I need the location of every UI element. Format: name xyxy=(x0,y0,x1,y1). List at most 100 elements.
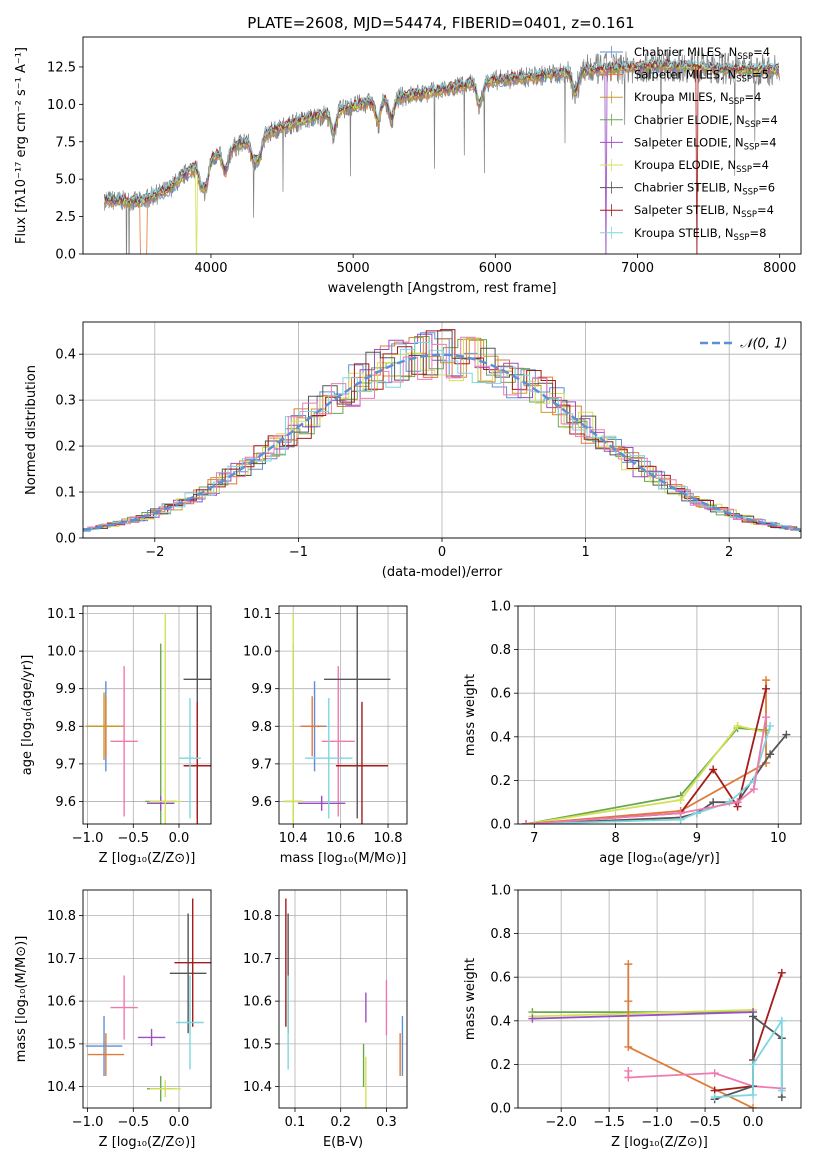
x-axis-label: wavelength [Angstrom, rest frame] xyxy=(328,281,557,296)
x-tick-label: 10.6 xyxy=(326,831,355,846)
x-tick-label: −1.0 xyxy=(72,831,104,846)
weight-line-salpeter-elodie xyxy=(532,1011,754,1020)
y-tick-label: 0.6 xyxy=(490,687,511,702)
y-axis-label: Normed distribution xyxy=(24,365,39,495)
legend-entry-kroupa-miles: Kroupa MILES, NSSP=4 xyxy=(634,90,761,107)
x-tick-label: 0.2 xyxy=(330,1115,351,1130)
legend-entry-chabrier-miles: Chabrier MILES, NSSP=4 xyxy=(634,45,770,62)
age-vs-mass-panel: 10.4 10.6 10.8 9.6 9.7 9.8 9.9 10.0 10.1 mass [lo… xyxy=(243,605,408,866)
y-tick-label: 10.4 xyxy=(243,1080,272,1095)
weight-marker xyxy=(710,1093,719,1102)
plot-area xyxy=(285,898,404,1108)
axes-frame xyxy=(82,36,802,255)
y-tick-label: 9.7 xyxy=(55,757,76,772)
x-tick-label: 7 xyxy=(530,831,538,846)
weight-marker xyxy=(766,721,775,730)
legend-entry-kroupa-elodie: Kroupa ELODIE, NSSP=4 xyxy=(634,158,769,175)
weight-line-kroupa-elodie xyxy=(525,724,767,824)
legend-entry-salpeter-miles: Salpeter MILES, NSSP=5 xyxy=(634,68,769,85)
y-tick-label: 9.7 xyxy=(251,757,272,772)
figure-title: PLATE=2608, MJD=54474, FIBERID=0401, z=0… xyxy=(247,14,634,32)
residual-histogram-kroupa-stelib xyxy=(84,342,801,530)
y-tick-label: 0.8 xyxy=(490,927,511,942)
x-tick-label: 0.3 xyxy=(376,1115,397,1130)
plot-area xyxy=(283,606,391,824)
y-tick-label: 10.0 xyxy=(47,645,76,660)
y-tick-label: 9.8 xyxy=(251,720,272,735)
plot-area xyxy=(522,676,791,824)
y-tick-label: 10.0 xyxy=(47,98,76,113)
weight-line-kroupa-stelib xyxy=(714,1017,783,1098)
x-tick-label: −0.5 xyxy=(117,831,149,846)
y-axis-label: Flux [fλ10⁻¹⁷ erg cm⁻² s⁻¹ A⁻¹] xyxy=(14,47,29,244)
spectrum-panel: 4000 5000 6000 7000 8000 0.0 2.5 5.0 7.5 10.0 12.5… xyxy=(14,36,802,296)
weight-marker xyxy=(766,750,775,759)
x-tick-label: −1 xyxy=(289,545,308,560)
residual-histogram-salpeter-elodie xyxy=(87,333,801,531)
x-tick-label: −1.5 xyxy=(593,1115,625,1130)
weight-marker xyxy=(624,960,633,969)
x-tick-label: 0.0 xyxy=(169,1115,190,1130)
y-tick-label: 1.0 xyxy=(490,600,511,615)
y-tick-label: 10.1 xyxy=(243,607,272,622)
axes-frame xyxy=(517,889,802,1109)
weight-marker xyxy=(749,1012,758,1021)
x-tick-label: 8 xyxy=(611,831,619,846)
y-tick-label: 9.6 xyxy=(251,795,272,810)
plot-area xyxy=(85,898,211,1102)
axes-frame xyxy=(517,605,802,825)
y-tick-label: 0.0 xyxy=(55,248,76,263)
y-tick-label: 10.8 xyxy=(243,909,272,924)
x-axis-label: mass [log₁₀(M/M⊙)] xyxy=(280,851,407,866)
x-tick-label: 0.0 xyxy=(169,831,190,846)
weight-marker xyxy=(762,713,771,722)
y-tick-label: 10.0 xyxy=(243,645,272,660)
x-tick-label: 0.1 xyxy=(285,1115,306,1130)
y-tick-label: 12.5 xyxy=(47,60,76,75)
y-tick-label: 10.8 xyxy=(47,909,76,924)
weight-marker xyxy=(749,1104,758,1108)
y-tick-label: 9.9 xyxy=(55,682,76,697)
y-axis-label: mass weight xyxy=(463,958,478,1040)
normal-distribution-curve xyxy=(83,353,801,532)
legend-entry-normal: 𝒩(0, 1) xyxy=(740,337,787,352)
age-vs-metallicity-panel: −1.0 −0.5 0.0 9.6 9.7 9.8 9.9 10.0 10.1 Z [log₁₀(… xyxy=(20,605,212,866)
x-tick-label: 10.8 xyxy=(374,831,403,846)
weight-marker xyxy=(676,796,685,805)
weight-marker xyxy=(777,1086,786,1095)
x-tick-label: −2 xyxy=(145,545,164,560)
legend-entry-salpeter-elodie: Salpeter ELODIE, NSSP=4 xyxy=(634,135,777,152)
y-tick-label: 5.0 xyxy=(55,173,76,188)
x-tick-label: 5000 xyxy=(337,261,370,276)
y-tick-label: 1.0 xyxy=(490,884,511,899)
y-tick-label: 10.6 xyxy=(47,995,76,1010)
y-tick-label: 0.8 xyxy=(490,643,511,658)
weight-line-pink xyxy=(526,717,767,824)
y-tick-label: 0.3 xyxy=(55,394,76,409)
x-tick-label: 4000 xyxy=(194,261,227,276)
residuals-panel: −2 −1 0 1 2 0.0 0.1 0.2 0.3 0.4 (data-model)/error… xyxy=(24,321,802,580)
weight-marker xyxy=(777,968,786,977)
mass-vs-metallicity-panel: −1.0 −0.5 0.0 10.4 10.5 10.6 10.7 10.8 Z [log₁₀(… xyxy=(14,889,212,1150)
residual-histogram-salpeter-stelib xyxy=(83,329,801,532)
spectrum-legend: Chabrier MILES, NSSP=4 Salpeter MILES, NS… xyxy=(600,45,778,243)
residual-histogram-chabrier-stelib xyxy=(83,330,801,531)
weight-marker xyxy=(749,776,758,785)
x-tick-label: 10 xyxy=(770,831,787,846)
weight-marker xyxy=(749,785,758,794)
y-tick-label: 0.0 xyxy=(490,1102,511,1117)
y-tick-label: 0.4 xyxy=(55,348,76,363)
axes-frame xyxy=(82,889,212,1109)
y-tick-label: 10.6 xyxy=(243,995,272,1010)
y-tick-label: 0.6 xyxy=(490,971,511,986)
x-tick-label: −1.0 xyxy=(641,1115,673,1130)
plot-area xyxy=(83,329,801,532)
weight-marker xyxy=(762,676,771,685)
axes-frame xyxy=(82,321,802,539)
plot-area xyxy=(103,49,780,254)
x-tick-label: 0.0 xyxy=(743,1115,764,1130)
x-tick-label: −0.5 xyxy=(117,1115,149,1130)
weight-marker xyxy=(624,1042,633,1051)
x-tick-label: 8000 xyxy=(763,261,796,276)
